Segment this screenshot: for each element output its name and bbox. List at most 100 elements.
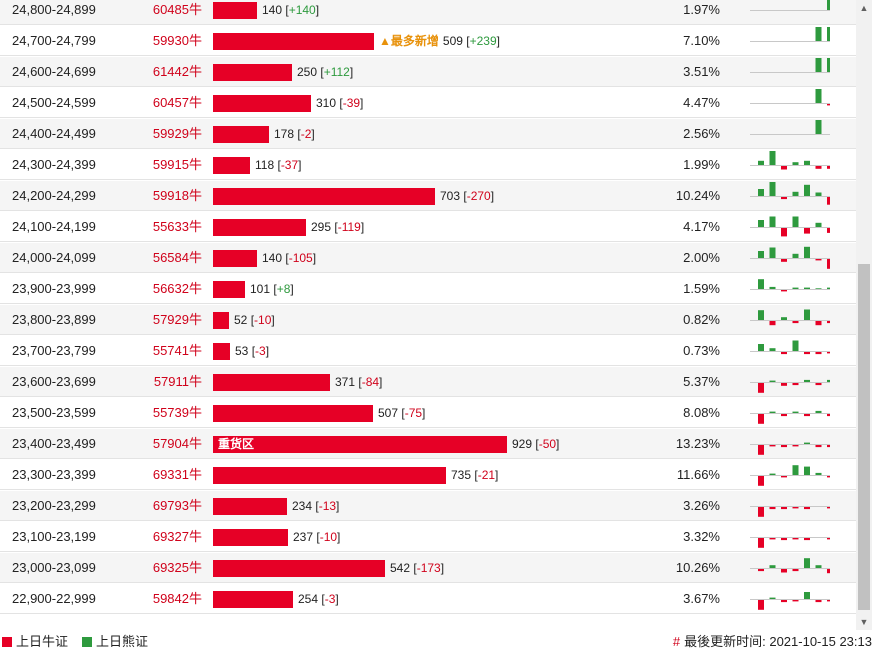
table-row: 24,400-24,499 59929牛 178 [-2] 2.56% <box>0 119 856 149</box>
sparkline-bar <box>827 58 830 72</box>
cbbc-code: 59929牛 <box>152 126 202 141</box>
volume-bar <box>213 126 269 143</box>
volume-bar <box>213 157 250 174</box>
sparkline-bar <box>781 476 787 478</box>
share-percent: 0.73% <box>683 343 720 358</box>
vertical-scrollbar[interactable]: ▲ ▼ <box>856 0 872 630</box>
sparkline-bar <box>827 197 830 205</box>
cbbc-code: 57911牛 <box>153 374 202 389</box>
volume-info: 929 [-50] <box>512 437 560 451</box>
cbbc-code: 55633牛 <box>152 219 202 234</box>
delta-value: -13 <box>318 499 337 513</box>
cbbc-code: 61442牛 <box>152 64 202 79</box>
sparkline-bar <box>781 317 787 320</box>
sparkline-bar <box>815 321 822 326</box>
price-range: 23,700-23,799 <box>12 343 96 358</box>
sparkline-bar <box>769 216 776 227</box>
share-percent: 3.51% <box>683 64 720 79</box>
sparkline-chart <box>750 58 830 73</box>
volume-info: 101 [+8] <box>250 282 294 296</box>
sparkline-bar <box>769 182 776 196</box>
legend-bull-label: 上日牛证 <box>16 634 69 649</box>
sparkline-bar <box>758 189 764 196</box>
count-value: 250 <box>297 65 318 79</box>
updated-time: 2021-10-15 23:13 <box>769 634 872 649</box>
sparkline-chart <box>750 27 830 42</box>
price-range: 23,000-23,099 <box>12 560 96 575</box>
delta-value: -270 <box>466 189 491 203</box>
sparkline-bar <box>804 228 810 234</box>
price-range: 24,100-24,199 <box>12 219 96 234</box>
sparkline-bar <box>815 410 822 413</box>
count-value: 254 <box>298 592 319 606</box>
table-row: 24,300-24,399 59915牛 118 [-37] 1.99% <box>0 150 856 180</box>
scrollbar-thumb[interactable] <box>858 264 870 610</box>
volume-info: 295 [-119] <box>311 220 365 234</box>
table-row: 24,500-24,599 60457牛 310 [-39] 4.47% <box>0 88 856 118</box>
updated-label: 最後更新时间: <box>684 634 766 649</box>
sparkline-bar <box>792 287 799 289</box>
sparkline-bar <box>792 162 799 165</box>
price-range: 23,400-23,499 <box>12 436 96 451</box>
sparkline-bar <box>758 220 764 227</box>
sparkline-bar <box>827 259 830 269</box>
sparkline-bar <box>827 287 830 289</box>
count-value: 295 <box>311 220 332 234</box>
share-percent: 5.37% <box>683 374 720 389</box>
sparkline-bar <box>815 288 822 289</box>
sparkline-bar <box>827 600 830 602</box>
sparkline-bar <box>781 414 787 417</box>
volume-bar <box>213 33 374 50</box>
table-row: 24,600-24,699 61442牛 250 [+112] 3.51% <box>0 57 856 87</box>
sparkline-bar <box>815 600 822 603</box>
sparkline-chart <box>750 340 830 355</box>
sparkline-bar <box>827 538 830 540</box>
table-row: 22,900-22,999 59842牛 254 [-3] 3.67% <box>0 584 856 614</box>
sparkline-bar <box>758 476 764 486</box>
sparkline-bar <box>792 538 799 540</box>
count-value: 237 <box>293 530 314 544</box>
arrow-down-icon[interactable]: ▼ <box>859 617 869 627</box>
sparkline-bar <box>815 445 822 448</box>
sparkline-bar <box>769 538 776 540</box>
volume-bar <box>213 467 446 484</box>
count-value: 52 <box>234 313 248 327</box>
delta-value: -105 <box>288 251 313 265</box>
price-range: 22,900-22,999 <box>12 591 96 606</box>
sparkline-bar <box>815 166 822 169</box>
sparkline-bar <box>758 279 764 289</box>
legend-bear: 上日熊证 <box>82 634 148 650</box>
price-range: 23,500-23,599 <box>12 405 96 420</box>
sparkline-bar <box>792 465 799 475</box>
count-value: 53 <box>235 344 249 358</box>
hash-icon: # <box>672 634 681 649</box>
sparkline-bar <box>827 321 830 324</box>
sparkline-bar <box>827 569 830 574</box>
delta-value: -10 <box>319 530 338 544</box>
cbbc-code: 60457牛 <box>152 95 202 110</box>
arrow-up-icon[interactable]: ▲ <box>859 3 869 13</box>
count-value: 735 <box>451 468 472 482</box>
sparkline-bar <box>769 597 776 599</box>
share-percent: 3.67% <box>683 591 720 606</box>
last-updated: # 最後更新时间: 2021-10-15 23:13 <box>673 634 872 650</box>
volume-info: 140 [-105] <box>262 251 317 265</box>
volume-bar <box>213 64 292 81</box>
sparkline-chart <box>750 537 830 548</box>
sparkline-bar <box>815 222 822 227</box>
sparkline-bar <box>769 321 776 326</box>
price-range: 24,600-24,699 <box>12 64 96 79</box>
volume-bar <box>213 250 257 267</box>
sparkline-bar <box>815 89 822 103</box>
sparkline-bar <box>815 352 822 355</box>
price-range: 23,600-23,699 <box>12 374 96 389</box>
sparkline-bar <box>815 472 822 475</box>
sparkline-bar <box>815 120 822 134</box>
sparkline-chart <box>750 182 830 205</box>
sparkline-bar <box>758 600 764 610</box>
sparkline-bar <box>827 27 830 41</box>
sparkline-bar <box>758 445 764 455</box>
sparkline-bar <box>769 247 776 258</box>
volume-bar <box>213 2 257 19</box>
sparkline-bar <box>792 507 799 509</box>
